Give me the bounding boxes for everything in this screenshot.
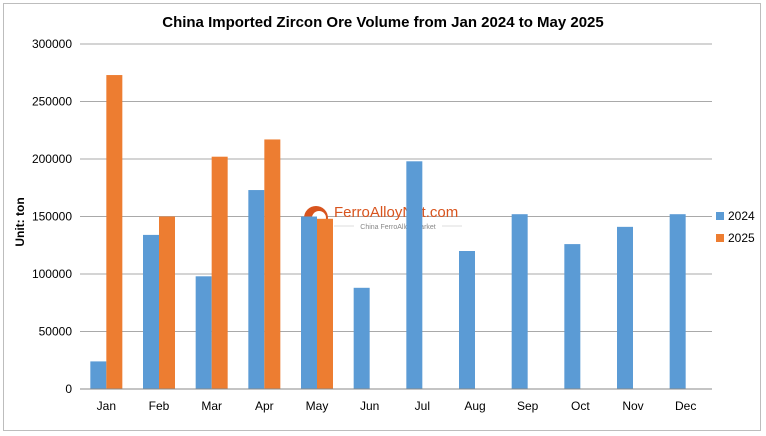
x-tick-label: Apr [255,399,274,413]
bar-2024-Jan [90,361,107,389]
y-tick-label: 150000 [32,210,72,224]
x-tick-label: Nov [622,399,643,413]
legend-swatch-2024 [716,212,724,220]
bar-2024-Mar [195,276,212,389]
bar-2025-May [317,218,333,389]
bar-2024-Aug [459,251,475,389]
x-tick-label: Jun [360,399,379,413]
legend-swatch-2025 [716,234,724,242]
y-tick-label: 100000 [32,267,72,281]
y-tick-label: 200000 [32,152,72,166]
chart-frame [3,3,761,431]
y-axis-label: Unit: ton [13,197,27,246]
bar-2024-Dec [669,214,686,389]
y-axis-tick-labels: 0 50000 100000 150000 200000 250000 300000 [32,37,72,396]
legend: 2024 2025 [716,209,755,245]
y-tick-label: 250000 [32,95,72,109]
bar-2024-Feb [143,234,159,389]
bar-2024-Nov [617,226,633,389]
bar-2025-Mar [211,156,228,389]
bar-2025-Jan [106,75,123,390]
x-tick-label: Feb [149,399,170,413]
x-tick-label: May [306,399,329,413]
x-tick-label: Dec [675,399,696,413]
x-tick-label: Jul [415,399,430,413]
y-tick-label: 50000 [39,325,73,339]
watermark-tagline: China FerroAlloy Market [360,224,436,231]
x-axis-tick-labels: Jan Feb Mar Apr May Jun Jul Aug Sep Oct Nov Dec [97,399,697,413]
y-tick-label: 0 [65,382,72,396]
x-tick-label: Jan [97,399,116,413]
bar-2024-Apr [248,190,265,389]
y-tick-label: 300000 [32,37,72,51]
x-tick-label: Aug [464,399,485,413]
bar-2025-Feb [159,216,175,389]
bar-2024-Sep [511,214,528,389]
x-tick-label: Oct [571,399,590,413]
legend-label-2025: 2025 [728,231,755,245]
bar-2024-Oct [564,244,581,389]
x-tick-label: Mar [201,399,222,413]
gridlines [80,43,712,332]
x-tick-label: Sep [517,399,539,413]
bars-layer [90,75,686,390]
legend-label-2024: 2024 [728,209,755,223]
watermark-brand: FerroAlloyNet.com [334,204,458,221]
bar-2024-Jul [406,161,423,389]
bar-2024-Jun [353,287,370,389]
chart-title: China Imported Zircon Ore Volume from Ja… [162,14,604,31]
bar-2025-Apr [264,139,281,389]
bar-2024-May [301,216,317,389]
